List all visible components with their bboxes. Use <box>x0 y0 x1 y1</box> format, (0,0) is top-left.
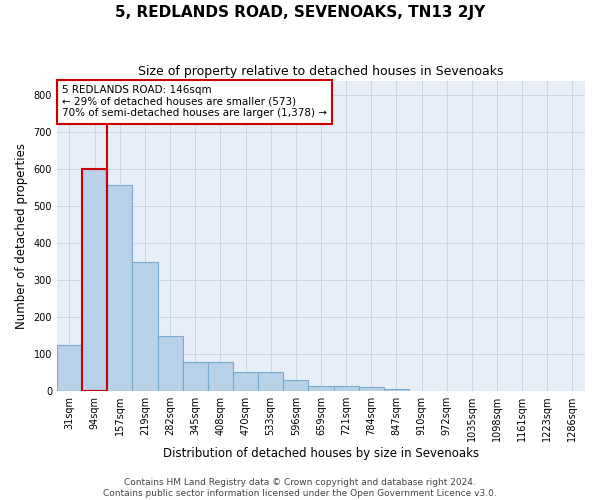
Bar <box>258 372 283 391</box>
Bar <box>57 345 82 391</box>
Bar <box>233 372 258 391</box>
Bar <box>283 380 308 391</box>
Bar <box>334 386 359 391</box>
Bar <box>158 336 182 391</box>
Bar <box>208 362 233 391</box>
Bar <box>107 185 133 391</box>
Bar <box>384 389 409 391</box>
Bar <box>359 386 384 391</box>
Bar <box>182 362 208 391</box>
Y-axis label: Number of detached properties: Number of detached properties <box>15 143 28 329</box>
X-axis label: Distribution of detached houses by size in Sevenoaks: Distribution of detached houses by size … <box>163 447 479 460</box>
Bar <box>82 170 107 391</box>
Title: Size of property relative to detached houses in Sevenoaks: Size of property relative to detached ho… <box>138 65 504 78</box>
Bar <box>133 262 158 391</box>
Text: Contains HM Land Registry data © Crown copyright and database right 2024.
Contai: Contains HM Land Registry data © Crown c… <box>103 478 497 498</box>
Bar <box>308 386 334 391</box>
Text: 5 REDLANDS ROAD: 146sqm
← 29% of detached houses are smaller (573)
70% of semi-d: 5 REDLANDS ROAD: 146sqm ← 29% of detache… <box>62 85 327 118</box>
Text: 5, REDLANDS ROAD, SEVENOAKS, TN13 2JY: 5, REDLANDS ROAD, SEVENOAKS, TN13 2JY <box>115 5 485 20</box>
